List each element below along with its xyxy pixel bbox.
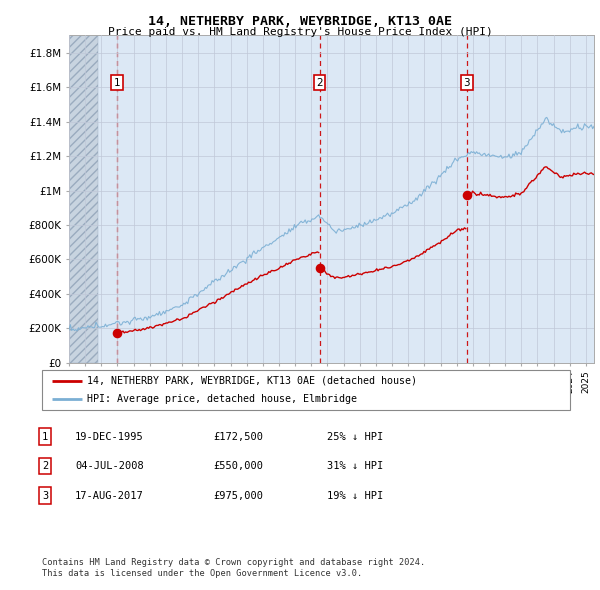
Text: 19-DEC-1995: 19-DEC-1995: [75, 432, 144, 441]
Text: HPI: Average price, detached house, Elmbridge: HPI: Average price, detached house, Elmb…: [87, 394, 357, 404]
Text: 3: 3: [42, 491, 48, 500]
Point: [315, 263, 325, 273]
Bar: [69, 35, 98, 363]
Text: Price paid vs. HM Land Registry's House Price Index (HPI): Price paid vs. HM Land Registry's House …: [107, 27, 493, 37]
Text: 3: 3: [464, 78, 470, 88]
Text: £172,500: £172,500: [213, 432, 263, 441]
Text: 19% ↓ HPI: 19% ↓ HPI: [327, 491, 383, 500]
Text: 17-AUG-2017: 17-AUG-2017: [75, 491, 144, 500]
Text: 14, NETHERBY PARK, WEYBRIDGE, KT13 0AE: 14, NETHERBY PARK, WEYBRIDGE, KT13 0AE: [148, 15, 452, 28]
Text: 2: 2: [42, 461, 48, 471]
Text: 1: 1: [42, 432, 48, 441]
Text: 2: 2: [316, 78, 323, 88]
Text: £975,000: £975,000: [213, 491, 263, 500]
Text: 25% ↓ HPI: 25% ↓ HPI: [327, 432, 383, 441]
Text: 31% ↓ HPI: 31% ↓ HPI: [327, 461, 383, 471]
Point: [462, 190, 472, 199]
Text: £550,000: £550,000: [213, 461, 263, 471]
Text: Contains HM Land Registry data © Crown copyright and database right 2024.
This d: Contains HM Land Registry data © Crown c…: [42, 558, 425, 578]
Text: 14, NETHERBY PARK, WEYBRIDGE, KT13 0AE (detached house): 14, NETHERBY PARK, WEYBRIDGE, KT13 0AE (…: [87, 376, 417, 386]
Bar: [69, 35, 98, 363]
Point: [112, 329, 122, 338]
Text: 04-JUL-2008: 04-JUL-2008: [75, 461, 144, 471]
Text: 1: 1: [113, 78, 120, 88]
